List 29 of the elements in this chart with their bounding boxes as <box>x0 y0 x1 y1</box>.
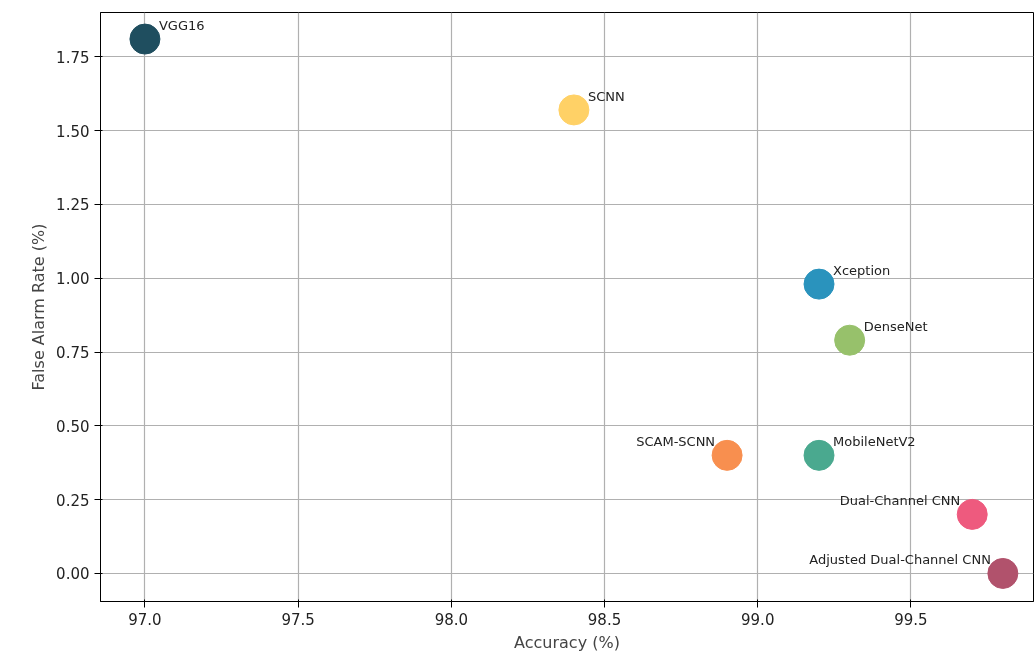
point <box>803 268 835 300</box>
annotation: Xception <box>833 263 891 279</box>
annotation: SCNN <box>587 88 625 104</box>
x-tick-label: 97.5 <box>281 610 315 629</box>
x-tick-label: 98.5 <box>587 610 622 629</box>
annotation: Adjusted Dual-Channel CNN <box>809 552 991 568</box>
x-tick-label: 98.0 <box>434 610 469 629</box>
annotation: MobileNetV2 <box>833 434 916 450</box>
point <box>834 324 866 356</box>
y-tick-label: 0.25 <box>56 491 90 510</box>
annotation: VGG16 <box>158 18 205 34</box>
y-tick-label: 1.00 <box>56 270 90 289</box>
x-tick-label: 99.0 <box>741 610 775 629</box>
x-tick-label: 99.5 <box>894 610 928 629</box>
y-tick-label: 1.50 <box>56 122 90 141</box>
annotation: Dual-Channel CNN <box>839 493 961 509</box>
point <box>803 439 835 471</box>
x-axis-title: Accuracy (%) <box>514 632 620 652</box>
y-tick-label: 1.25 <box>56 196 90 215</box>
annotation: DenseNet <box>863 319 928 335</box>
y-tick-label: 0.75 <box>56 344 90 363</box>
y-tick-label: 1.75 <box>56 48 90 67</box>
point <box>129 23 161 55</box>
annotation: SCAM-SCNN <box>636 434 716 450</box>
y-tick-label: 0.50 <box>56 417 90 436</box>
y-axis-title: False Alarm Rate (%) <box>29 223 49 391</box>
y-tick-label: 0.00 <box>56 565 90 584</box>
x-tick-label: 97.0 <box>128 610 162 629</box>
point <box>558 94 590 126</box>
